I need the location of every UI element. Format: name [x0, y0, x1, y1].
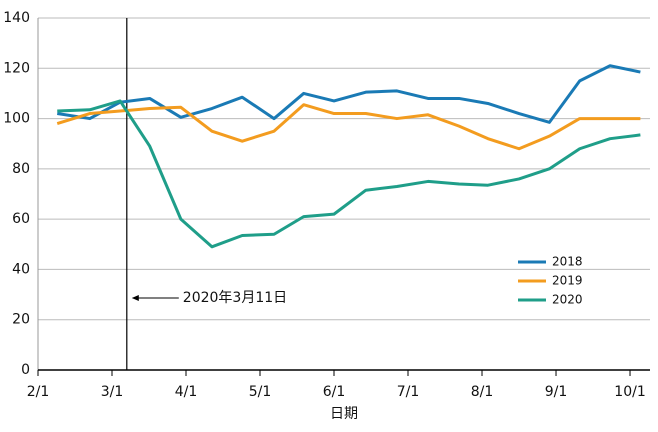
- x-axis-label: 日期: [330, 406, 358, 422]
- series-line: [56, 103, 641, 151]
- series-line: [57, 99, 641, 249]
- y-tick-label: 80: [12, 161, 30, 177]
- event-label: 2020年3月11日: [183, 290, 287, 306]
- x-tick-label: 8/1: [471, 384, 494, 400]
- x-tick-label: 10/1: [614, 384, 645, 400]
- y-tick-label: 40: [12, 261, 30, 277]
- event-arrowhead: [131, 295, 139, 301]
- legend-label: 2019: [552, 274, 583, 288]
- x-tick-label: 4/1: [175, 384, 198, 400]
- y-tick-label: 120: [3, 60, 30, 76]
- y-tick-label: 60: [12, 211, 30, 227]
- x-tick-label: 3/1: [101, 384, 124, 400]
- y-tick-label: 0: [21, 362, 30, 378]
- x-tick-label: 9/1: [545, 384, 568, 400]
- y-tick-label: 100: [3, 111, 30, 127]
- y-tick-label: 140: [3, 10, 30, 26]
- y-tick-label: 20: [12, 312, 30, 328]
- legend-label: 2020: [552, 293, 583, 307]
- x-tick-label: 2/1: [27, 384, 50, 400]
- x-tick-label: 7/1: [397, 384, 420, 400]
- x-tick-label: 6/1: [323, 384, 346, 400]
- legend-label: 2018: [552, 255, 583, 269]
- x-tick-label: 5/1: [249, 384, 272, 400]
- series-line: [57, 64, 641, 124]
